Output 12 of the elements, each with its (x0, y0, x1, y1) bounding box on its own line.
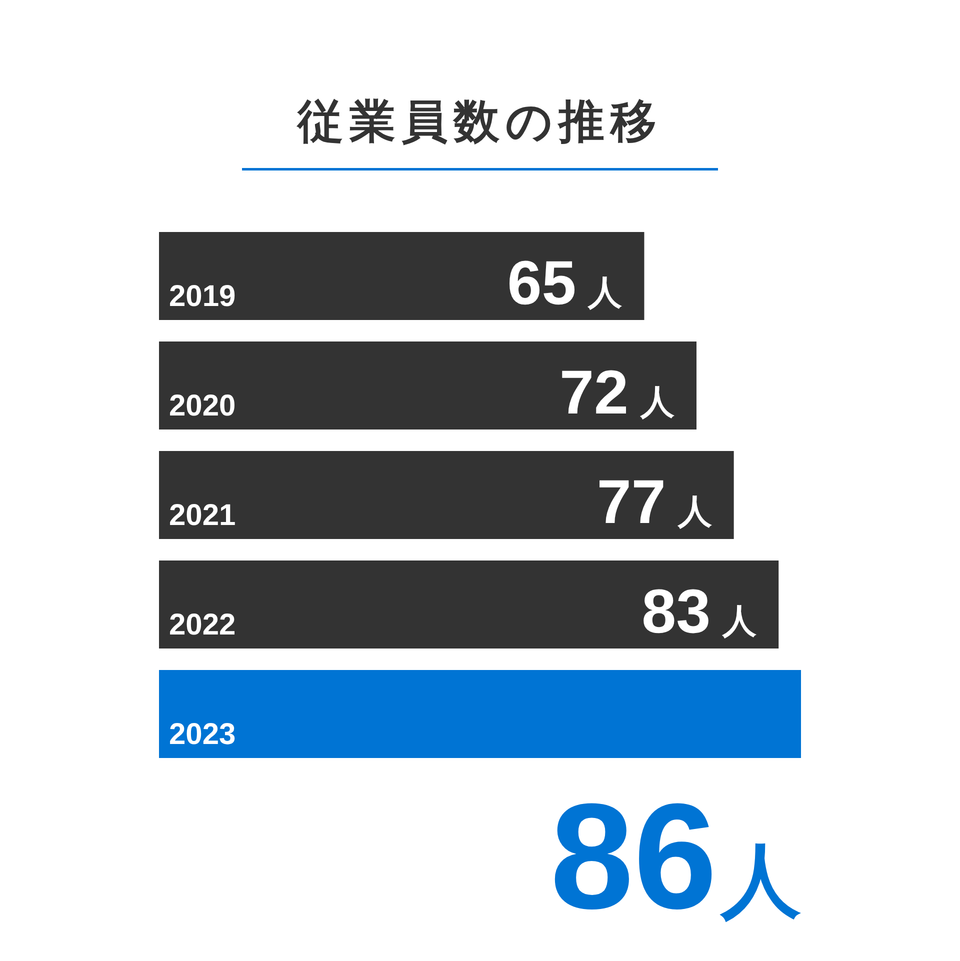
y-tick-label: 2020 (169, 390, 236, 422)
data-label: 86人 (550, 772, 801, 940)
chart-title: 従業員数の推移 (296, 95, 662, 147)
bar (159, 342, 696, 430)
bar (159, 451, 734, 539)
y-tick-label: 2023 (169, 718, 236, 751)
y-tick-label: 2021 (169, 499, 236, 532)
bar (159, 670, 801, 758)
y-tick-label: 2022 (169, 608, 236, 642)
bar (159, 232, 644, 320)
y-tick-label: 2019 (169, 280, 236, 313)
bar (159, 560, 779, 648)
